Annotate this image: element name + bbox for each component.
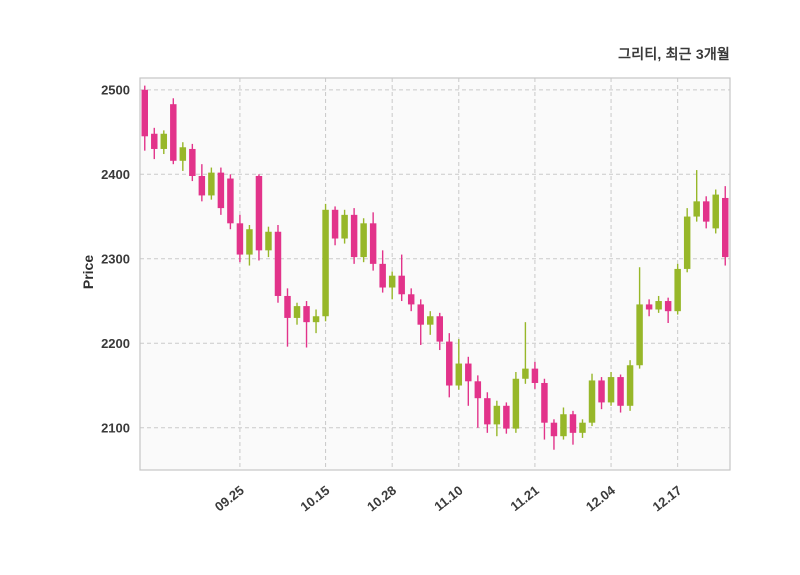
candle-body (255, 176, 263, 251)
candle-body (579, 422, 586, 433)
candle-body (208, 172, 215, 196)
candle-body (722, 197, 729, 258)
candle-body (569, 414, 577, 433)
candle-body (398, 275, 405, 295)
candle-body (484, 398, 491, 425)
x-tick-label: 10.28 (364, 483, 399, 515)
y-axis-title: Price (80, 254, 96, 290)
candle-body (417, 304, 424, 325)
candle-body (645, 304, 653, 310)
x-tick-label: 10.15 (298, 483, 333, 515)
y-tick-label: 2300 (101, 251, 130, 266)
candle-body (427, 316, 434, 325)
candle-body (388, 275, 396, 288)
candle-body (151, 133, 158, 149)
candle-body (636, 304, 643, 366)
candle-body (198, 176, 206, 196)
candle-body (455, 363, 463, 386)
candle-body (360, 223, 367, 258)
candle-body (655, 301, 662, 310)
chart-title: 그리티, 최근 3개월 (618, 46, 730, 62)
candle-body (588, 380, 596, 423)
candle-body (312, 316, 320, 323)
candle-body (512, 378, 520, 429)
candle-body (170, 104, 177, 161)
candle-body (712, 194, 719, 229)
candle-body (617, 377, 624, 406)
candle-body (179, 147, 187, 161)
x-tick-label: 11.21 (507, 483, 541, 514)
candle-body (274, 231, 282, 296)
candle-body (664, 301, 672, 312)
candle-body (379, 263, 386, 288)
candle-body (598, 380, 605, 403)
x-tick-label: 12.04 (583, 482, 618, 514)
candle-body (702, 201, 710, 222)
y-tick-label: 2500 (101, 82, 130, 97)
candle-body (322, 209, 329, 317)
candle-body (246, 229, 253, 255)
x-tick-label: 12.17 (650, 483, 685, 515)
candle-body (465, 363, 472, 382)
x-tick-label: 09.25 (212, 483, 247, 515)
candle-body (541, 382, 548, 423)
candle-body (236, 223, 244, 255)
x-tick-label: 11.10 (431, 483, 465, 514)
candle-body (626, 365, 634, 406)
candle-body (683, 216, 691, 269)
candle-body (407, 294, 415, 305)
y-tick-label: 2400 (101, 167, 130, 182)
plot-background (140, 78, 730, 470)
candle-body (550, 422, 558, 437)
candle-body (607, 377, 615, 403)
candle-body (265, 231, 272, 251)
candle-body (303, 306, 310, 323)
candle-body (341, 214, 348, 239)
candle-body (369, 223, 377, 264)
candle-body (141, 89, 148, 137)
y-tick-label: 2200 (101, 336, 130, 351)
candle-body (474, 381, 482, 399)
candle-body (217, 172, 225, 209)
candle-body (436, 316, 443, 342)
candle-body (350, 214, 358, 258)
candle-body (189, 148, 196, 176)
candle-body (160, 133, 168, 149)
candle-body (284, 295, 291, 318)
candle-body (522, 368, 529, 379)
candle-body (293, 306, 301, 318)
candle-body (674, 268, 681, 312)
candle-body (560, 414, 567, 437)
y-tick-label: 2100 (101, 420, 130, 435)
candle-body (493, 405, 501, 425)
candle-body (531, 368, 539, 383)
plot-border (139, 77, 731, 471)
candle-body (693, 201, 700, 217)
candle-body (331, 209, 339, 239)
candle-body (227, 178, 234, 224)
candle-body (446, 341, 453, 386)
candle-body (503, 405, 510, 429)
